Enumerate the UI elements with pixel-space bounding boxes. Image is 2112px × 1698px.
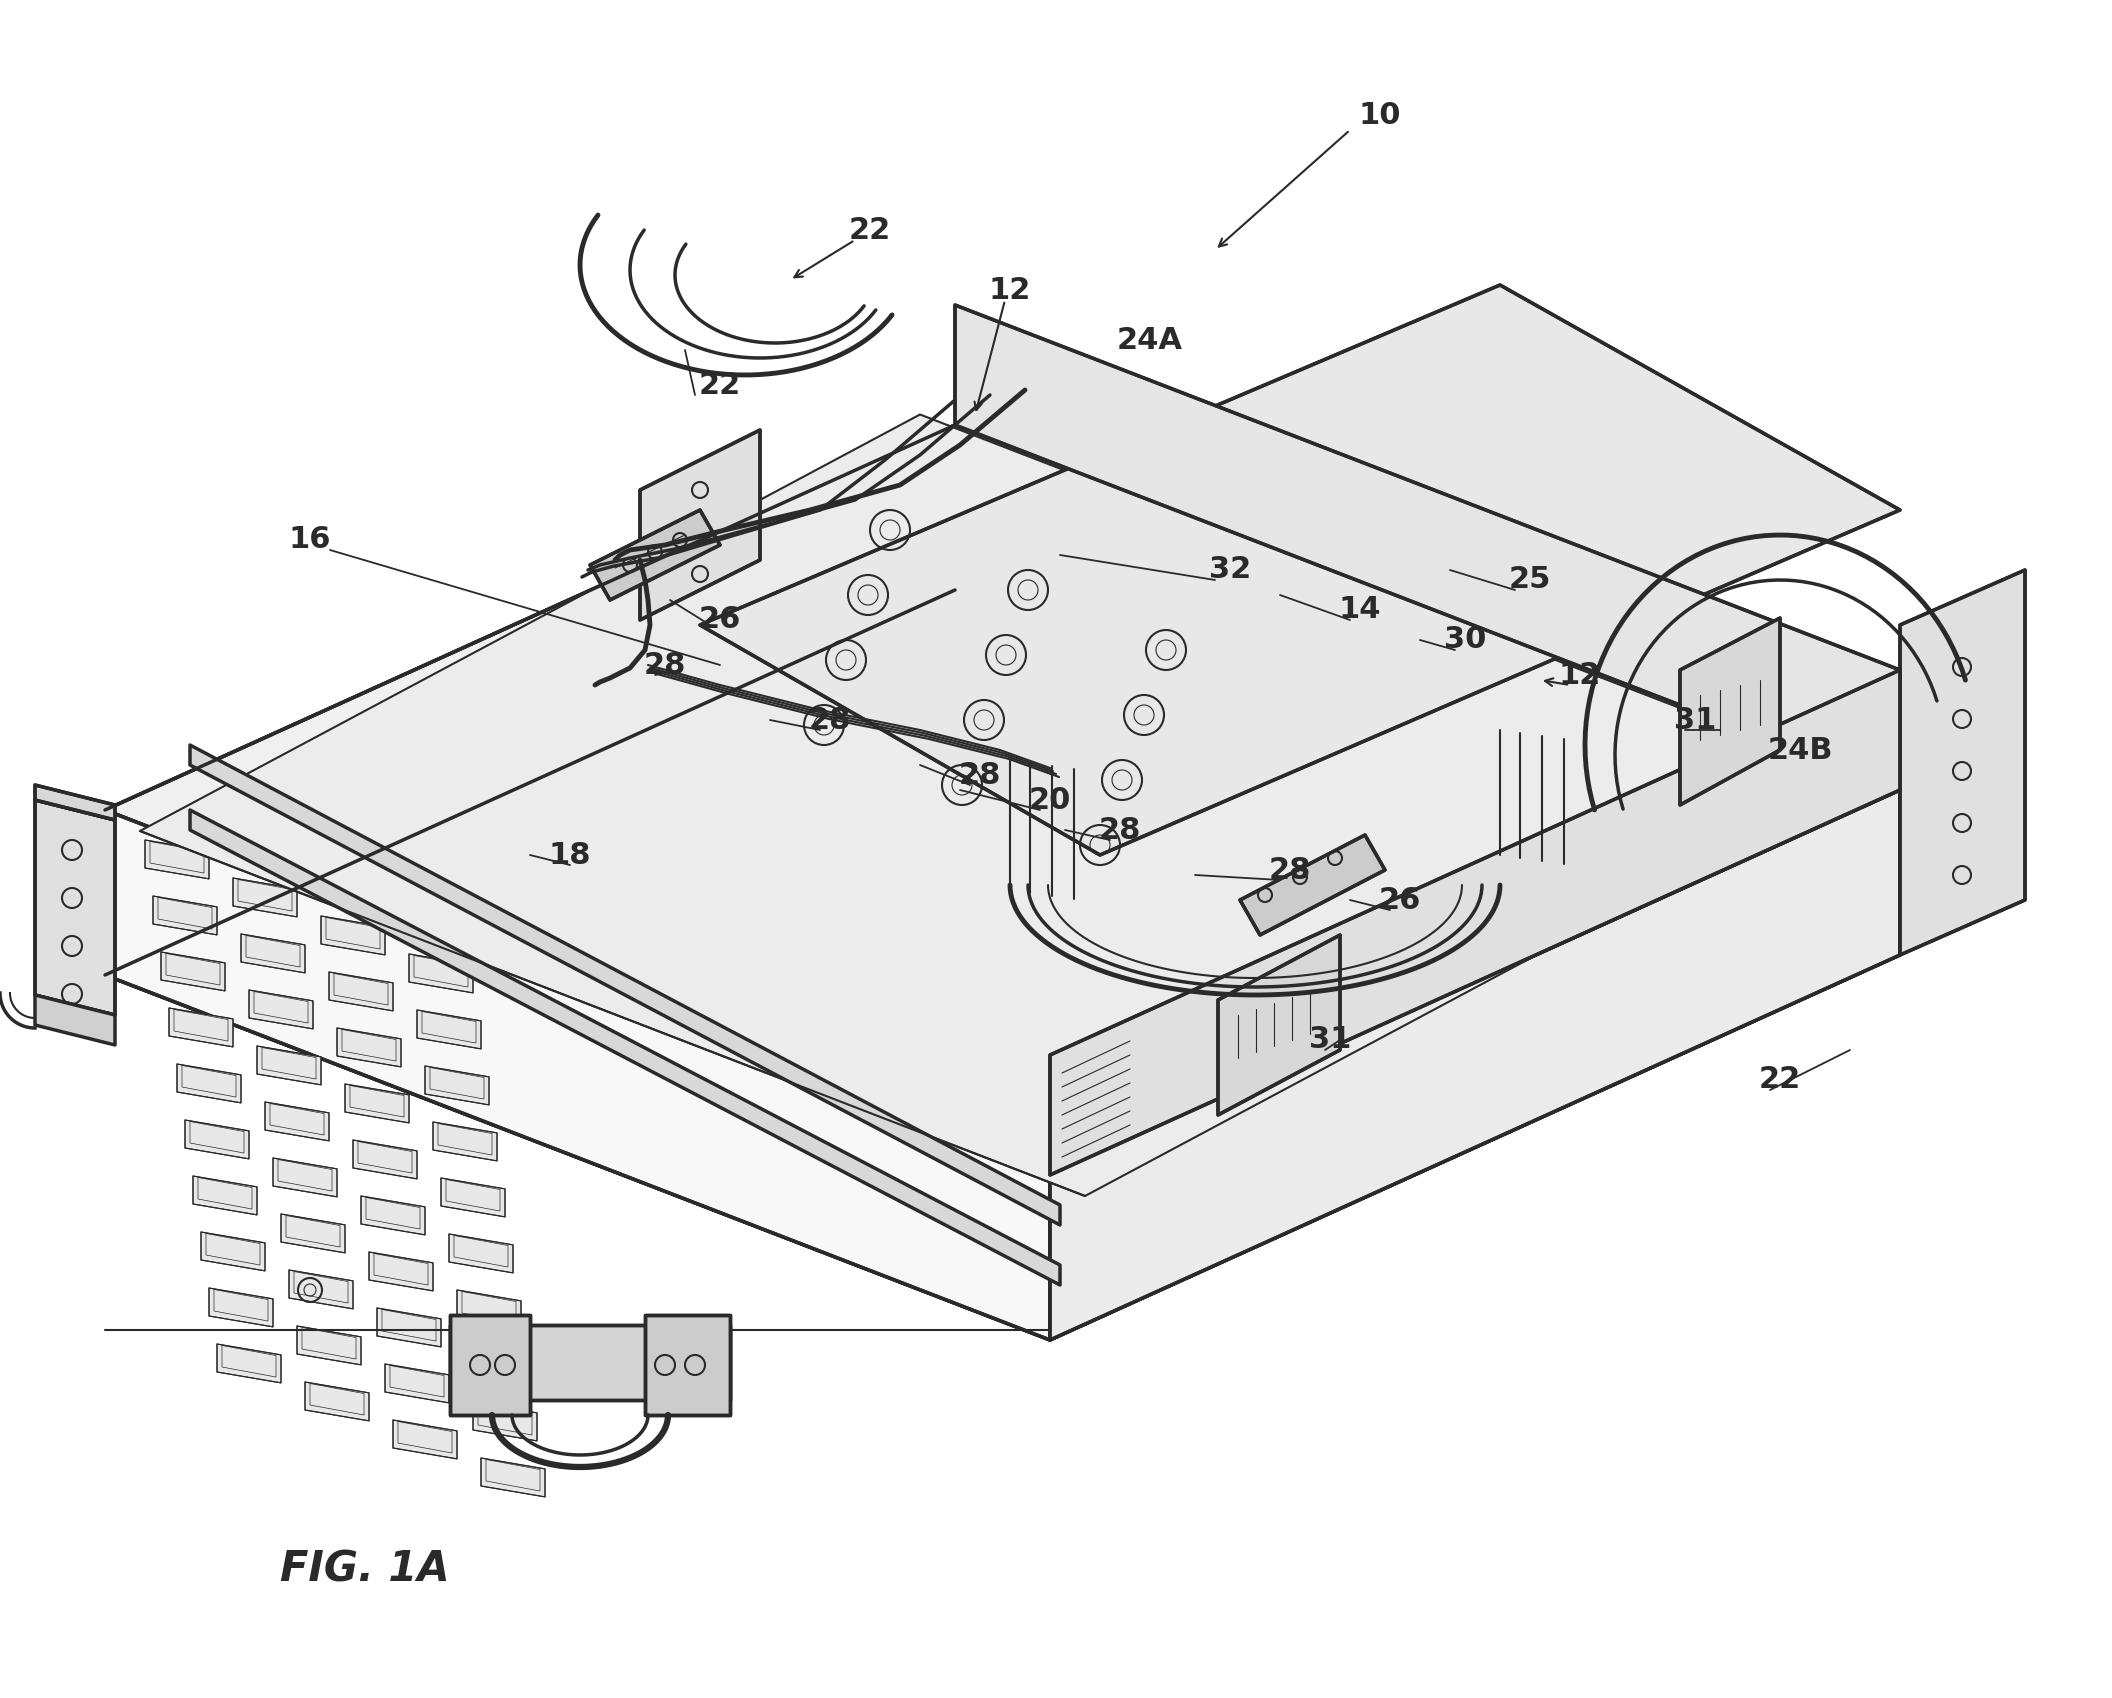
Polygon shape — [304, 1382, 370, 1421]
Polygon shape — [393, 1420, 456, 1459]
Text: 26: 26 — [1379, 885, 1421, 915]
Polygon shape — [36, 995, 114, 1044]
Text: 28: 28 — [644, 650, 686, 679]
Polygon shape — [456, 1290, 522, 1330]
Polygon shape — [258, 1046, 321, 1085]
Text: 20: 20 — [1029, 786, 1071, 815]
Polygon shape — [465, 1347, 528, 1386]
Polygon shape — [482, 1459, 545, 1498]
Polygon shape — [441, 1178, 505, 1217]
Text: 28: 28 — [1269, 856, 1312, 885]
Text: 22: 22 — [1759, 1066, 1802, 1095]
Polygon shape — [36, 800, 114, 1015]
Polygon shape — [410, 954, 473, 993]
Polygon shape — [338, 1027, 401, 1066]
Polygon shape — [644, 1314, 731, 1414]
Polygon shape — [298, 1326, 361, 1365]
Polygon shape — [416, 1010, 482, 1049]
Text: 18: 18 — [549, 841, 591, 869]
Polygon shape — [1679, 618, 1780, 805]
Polygon shape — [169, 1009, 232, 1048]
Text: 10: 10 — [1358, 100, 1400, 129]
Polygon shape — [1901, 571, 2025, 954]
Polygon shape — [473, 1403, 536, 1442]
Polygon shape — [152, 897, 218, 936]
Polygon shape — [450, 1324, 731, 1399]
Polygon shape — [955, 306, 1901, 790]
Polygon shape — [190, 745, 1060, 1224]
Text: 12: 12 — [1559, 661, 1601, 689]
Polygon shape — [344, 1083, 410, 1122]
Polygon shape — [1240, 835, 1385, 936]
Polygon shape — [425, 1066, 490, 1105]
Polygon shape — [1219, 936, 1339, 1116]
Polygon shape — [190, 810, 1060, 1285]
Polygon shape — [106, 589, 1901, 1340]
Polygon shape — [201, 1233, 264, 1270]
Polygon shape — [281, 1214, 344, 1253]
Polygon shape — [450, 1234, 513, 1274]
Text: 24B: 24B — [1768, 735, 1833, 764]
Text: 28: 28 — [1098, 815, 1140, 844]
Polygon shape — [139, 414, 1865, 1195]
Polygon shape — [384, 1363, 450, 1403]
Text: 28: 28 — [809, 705, 851, 735]
Text: 14: 14 — [1339, 596, 1381, 625]
Polygon shape — [161, 953, 226, 992]
Polygon shape — [640, 430, 760, 620]
Polygon shape — [589, 509, 720, 599]
Polygon shape — [36, 784, 114, 820]
Polygon shape — [106, 424, 1901, 1175]
Polygon shape — [329, 971, 393, 1010]
Polygon shape — [249, 990, 313, 1029]
Text: 31: 31 — [1309, 1026, 1352, 1054]
Polygon shape — [353, 1139, 416, 1178]
Text: 28: 28 — [959, 761, 1001, 790]
Text: FIG. 1A: FIG. 1A — [281, 1549, 450, 1591]
Text: 31: 31 — [1675, 705, 1717, 735]
Polygon shape — [321, 915, 384, 954]
Polygon shape — [192, 1177, 258, 1214]
Polygon shape — [218, 1345, 281, 1382]
Polygon shape — [370, 1251, 433, 1290]
Text: 26: 26 — [699, 606, 741, 635]
Polygon shape — [1050, 790, 1901, 1340]
Polygon shape — [264, 1102, 329, 1141]
Polygon shape — [1050, 671, 1901, 1175]
Polygon shape — [699, 285, 1901, 856]
Text: 32: 32 — [1208, 555, 1250, 584]
Text: 12: 12 — [988, 275, 1031, 304]
Polygon shape — [361, 1195, 425, 1234]
Polygon shape — [433, 1122, 496, 1161]
Polygon shape — [232, 878, 298, 917]
Polygon shape — [289, 1270, 353, 1309]
Text: 24A: 24A — [1117, 326, 1183, 355]
Text: 16: 16 — [289, 525, 332, 555]
Text: 25: 25 — [1508, 565, 1550, 594]
Text: 30: 30 — [1445, 625, 1487, 654]
Polygon shape — [106, 810, 1050, 1340]
Text: 22: 22 — [699, 370, 741, 399]
Polygon shape — [272, 1158, 338, 1197]
Polygon shape — [378, 1307, 441, 1347]
Polygon shape — [241, 934, 304, 973]
Polygon shape — [146, 841, 209, 880]
Polygon shape — [177, 1065, 241, 1104]
Polygon shape — [186, 1121, 249, 1158]
Text: 22: 22 — [849, 216, 891, 245]
Polygon shape — [209, 1289, 272, 1326]
Polygon shape — [450, 1314, 530, 1414]
